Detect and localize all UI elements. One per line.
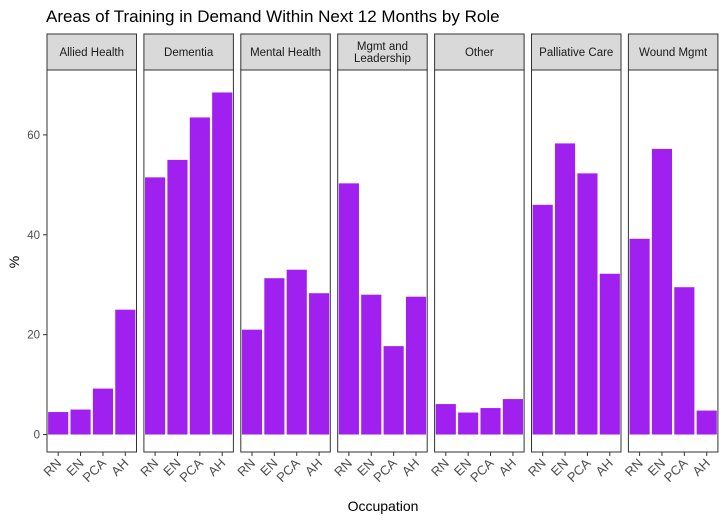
panel-border bbox=[627, 69, 719, 453]
facet-panels: Allied HealthRNENPCAAHDementiaRNENPCAAHM… bbox=[40, 33, 719, 485]
facet-strip-label: Leadership bbox=[354, 53, 411, 65]
facet-strip-label: Mental Health bbox=[250, 47, 321, 59]
facet-strip bbox=[143, 33, 234, 71]
bar bbox=[338, 183, 359, 435]
x-tick-label: PCA bbox=[661, 455, 691, 485]
bar bbox=[309, 293, 330, 435]
bar bbox=[480, 408, 501, 435]
bar bbox=[212, 92, 233, 435]
bar bbox=[167, 159, 188, 435]
bar bbox=[286, 269, 307, 435]
x-tick-label: RN bbox=[428, 456, 452, 480]
x-tick-label: RN bbox=[40, 456, 64, 480]
x-tick-label: RN bbox=[137, 456, 161, 480]
facet-strip-label: Palliative Care bbox=[539, 47, 613, 59]
facet-strip-label: Dementia bbox=[164, 47, 214, 59]
facet-strip bbox=[337, 33, 428, 71]
panel-border bbox=[434, 69, 525, 453]
facet-strip-label: Wound Mgmt bbox=[639, 47, 708, 59]
x-tick-label: RN bbox=[331, 456, 355, 480]
panel-border bbox=[46, 69, 137, 453]
x-tick-label: PCA bbox=[564, 455, 594, 485]
bar bbox=[70, 409, 91, 435]
bar bbox=[502, 399, 523, 435]
bar bbox=[48, 412, 69, 435]
y-axis: 0 20 40 60 bbox=[27, 130, 47, 442]
x-tick-label: AH bbox=[399, 456, 422, 479]
bar bbox=[115, 309, 136, 435]
facet-strip bbox=[434, 33, 525, 71]
bar bbox=[92, 388, 114, 435]
x-tick-label: AH bbox=[302, 456, 325, 479]
bar bbox=[361, 294, 382, 435]
bar bbox=[674, 287, 695, 435]
facet-strip bbox=[531, 33, 622, 71]
facet-strip bbox=[627, 33, 719, 71]
bar bbox=[532, 204, 553, 435]
bar bbox=[651, 148, 673, 435]
x-tick-label: AH bbox=[108, 456, 131, 479]
facet-strip bbox=[240, 33, 331, 71]
y-tick-label: 0 bbox=[34, 430, 40, 442]
facet-strip-label: Allied Health bbox=[59, 47, 124, 59]
y-tick-label: 60 bbox=[27, 130, 40, 142]
bar bbox=[241, 329, 263, 435]
x-tick-label: RN bbox=[622, 456, 646, 480]
x-tick-label: AH bbox=[205, 456, 228, 479]
bar bbox=[435, 404, 456, 435]
facet-strip-label: Other bbox=[465, 47, 494, 59]
x-tick-label: RN bbox=[234, 456, 258, 480]
y-tick-label: 20 bbox=[27, 330, 40, 342]
panel-border bbox=[143, 69, 234, 453]
bar bbox=[577, 173, 598, 435]
facet-strip-label: Mgmt and bbox=[357, 41, 408, 53]
panel-border bbox=[531, 69, 622, 453]
x-tick-label: AH bbox=[593, 456, 616, 479]
panel-border bbox=[240, 69, 331, 453]
bar bbox=[145, 177, 166, 435]
x-tick-label: PCA bbox=[467, 455, 497, 485]
facet-strip bbox=[46, 33, 137, 71]
bar bbox=[383, 346, 404, 435]
bar bbox=[696, 410, 717, 435]
x-tick-label: RN bbox=[525, 456, 549, 480]
bar bbox=[599, 273, 620, 435]
bar bbox=[458, 412, 479, 435]
y-axis-title: % bbox=[6, 256, 22, 268]
chart-title: Areas of Training in Demand Within Next … bbox=[46, 7, 500, 26]
panel-background bbox=[434, 70, 525, 452]
panel-border bbox=[337, 69, 428, 453]
bar bbox=[554, 143, 576, 435]
x-tick-label: PCA bbox=[176, 455, 206, 485]
x-tick-label: PCA bbox=[80, 455, 110, 485]
y-tick-label: 40 bbox=[27, 230, 40, 242]
x-tick-label: AH bbox=[496, 456, 519, 479]
bar bbox=[189, 117, 210, 435]
bar bbox=[629, 238, 650, 435]
bar bbox=[264, 278, 285, 435]
x-tick-label: AH bbox=[689, 456, 712, 479]
bar bbox=[405, 296, 427, 435]
x-axis-title: Occupation bbox=[348, 498, 419, 514]
x-tick-label: PCA bbox=[273, 455, 303, 485]
x-tick-label: PCA bbox=[370, 455, 400, 485]
